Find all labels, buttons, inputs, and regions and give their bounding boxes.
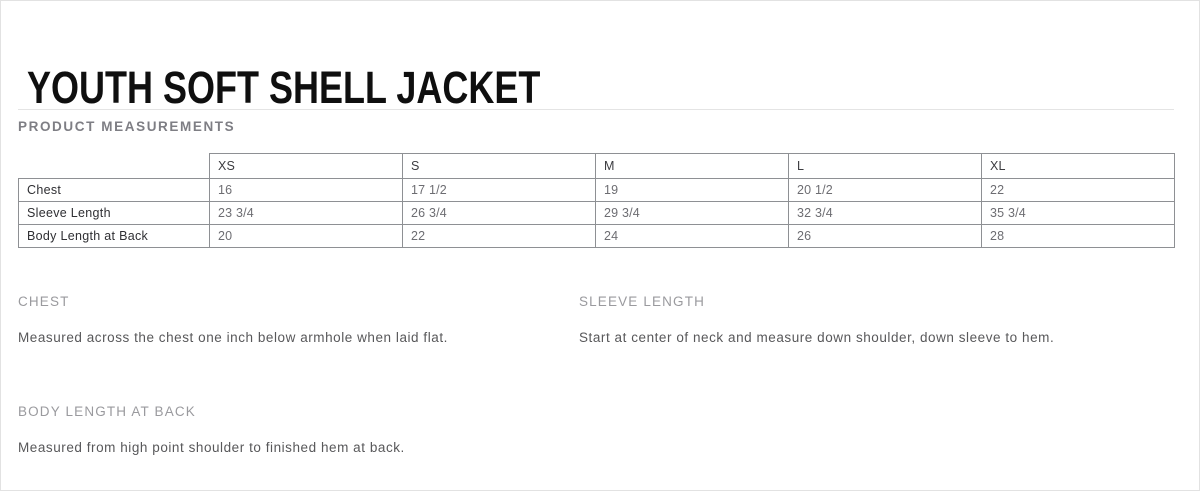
page-title: YOUTH SOFT SHELL JACKET [27, 62, 541, 114]
header-divider [18, 109, 1174, 110]
row-label-body-length-at-back: Body Length at Back [18, 224, 210, 248]
cell-body-length-xs: 20 [209, 224, 403, 248]
table-row: Sleeve Length 23 3/4 26 3/4 29 3/4 32 3/… [18, 201, 1175, 225]
cell-chest-s: 17 1/2 [402, 178, 596, 202]
cell-sleeve-length-m: 29 3/4 [595, 201, 789, 225]
cell-chest-l: 20 1/2 [788, 178, 982, 202]
row-label-chest: Chest [18, 178, 210, 202]
cell-body-length-m: 24 [595, 224, 789, 248]
cell-sleeve-length-l: 32 3/4 [788, 201, 982, 225]
description-heading-chest: CHEST [18, 294, 70, 309]
column-header-xs: XS [209, 153, 403, 179]
description-body-length-at-back: BODY LENGTH AT BACK Measured from high p… [18, 398, 578, 462]
description-sleeve-length: SLEEVE LENGTH Start at center of neck an… [579, 288, 1119, 352]
description-heading-sleeve-length: SLEEVE LENGTH [579, 294, 705, 309]
description-chest: CHEST Measured across the chest one inch… [18, 288, 558, 352]
table-corner-cell [19, 154, 210, 179]
cell-body-length-s: 22 [402, 224, 596, 248]
column-header-s: S [402, 153, 596, 179]
cell-sleeve-length-xl: 35 3/4 [981, 201, 1175, 225]
column-header-l: L [788, 153, 982, 179]
cell-chest-xs: 16 [209, 178, 403, 202]
row-label-sleeve-length: Sleeve Length [18, 201, 210, 225]
description-heading-body-length-at-back: BODY LENGTH AT BACK [18, 404, 196, 419]
cell-body-length-l: 26 [788, 224, 982, 248]
column-header-xl: XL [981, 153, 1175, 179]
cell-chest-m: 19 [595, 178, 789, 202]
table-row: Body Length at Back 20 22 24 26 28 [18, 224, 1175, 248]
cell-body-length-xl: 28 [981, 224, 1175, 248]
column-header-m: M [595, 153, 789, 179]
table-row: Chest 16 17 1/2 19 20 1/2 22 [18, 178, 1175, 202]
section-label-product-measurements: PRODUCT MEASUREMENTS [18, 119, 236, 134]
description-body-sleeve-length: Start at center of neck and measure down… [579, 330, 1055, 345]
measurements-table: XS S M L XL Chest 16 17 1/2 19 20 1/2 22… [18, 153, 1175, 248]
cell-sleeve-length-s: 26 3/4 [402, 201, 596, 225]
table-header-row: XS S M L XL [19, 153, 1175, 179]
cell-sleeve-length-xs: 23 3/4 [209, 201, 403, 225]
description-body-chest: Measured across the chest one inch below… [18, 330, 448, 345]
description-body-body-length-at-back: Measured from high point shoulder to fin… [18, 440, 405, 455]
cell-chest-xl: 22 [981, 178, 1175, 202]
